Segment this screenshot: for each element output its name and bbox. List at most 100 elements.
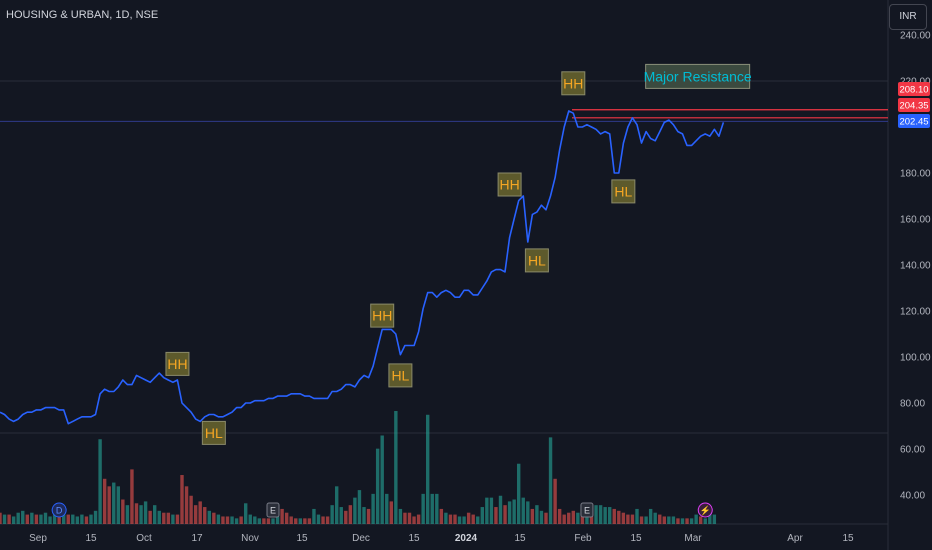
volume-bar bbox=[11, 516, 16, 524]
x-tick-label: 2024 bbox=[455, 533, 478, 544]
volume-bar bbox=[48, 516, 52, 524]
volume-bar bbox=[207, 510, 211, 524]
svg-text:HL: HL bbox=[391, 367, 409, 383]
volume-bar bbox=[362, 507, 366, 524]
svg-text:HH: HH bbox=[372, 308, 392, 324]
x-tick-label: Apr bbox=[787, 533, 803, 544]
volume-bar bbox=[680, 518, 685, 524]
volume-bar bbox=[503, 505, 507, 524]
x-tick-label: Dec bbox=[352, 533, 370, 544]
volume-bar bbox=[703, 518, 707, 524]
volume-bar bbox=[398, 508, 403, 524]
higher-high-label: HH bbox=[561, 71, 586, 96]
svg-text:HH: HH bbox=[563, 75, 583, 91]
x-tick-label: Oct bbox=[136, 533, 152, 544]
volume-bar bbox=[435, 493, 439, 524]
volume-bar bbox=[16, 512, 20, 524]
higher-high-label: HH bbox=[370, 303, 395, 328]
volume-bar bbox=[594, 505, 598, 524]
volume-bar bbox=[139, 505, 143, 524]
volume-bar bbox=[480, 507, 484, 524]
svg-text:HL: HL bbox=[205, 425, 223, 441]
volume-bar bbox=[93, 510, 98, 524]
volume-bar bbox=[548, 437, 553, 524]
volume-bar bbox=[175, 514, 180, 524]
volume-bar bbox=[371, 493, 375, 524]
volume-bar bbox=[162, 512, 166, 524]
volume-bar bbox=[84, 516, 89, 524]
volume-bar bbox=[375, 448, 380, 524]
volume-bar bbox=[621, 512, 626, 524]
volume-bar bbox=[403, 512, 407, 524]
volume-bar bbox=[571, 510, 575, 524]
volume-bar bbox=[394, 411, 398, 524]
y-tick-label: 180.00 bbox=[900, 169, 931, 180]
volume-bar bbox=[553, 478, 557, 524]
volume-bar bbox=[357, 490, 362, 524]
volume-bar bbox=[184, 486, 189, 524]
volume-bar bbox=[426, 414, 430, 524]
volume-bar bbox=[635, 508, 639, 524]
x-tick-label: Mar bbox=[684, 533, 702, 544]
volume-bar bbox=[239, 516, 243, 524]
event-marker: E bbox=[266, 502, 280, 518]
volume-bar bbox=[466, 512, 471, 524]
y-tick-label: 140.00 bbox=[900, 261, 931, 272]
x-tick-label: 15 bbox=[296, 533, 308, 544]
y-tick-label: 240.00 bbox=[900, 31, 931, 42]
volume-bar bbox=[644, 516, 648, 524]
volume-bar bbox=[102, 478, 107, 524]
volume-bar bbox=[253, 516, 257, 524]
volume-bar bbox=[489, 497, 494, 524]
y-tick-label: 80.00 bbox=[900, 399, 925, 410]
higher-high-label: HH bbox=[165, 351, 190, 376]
volume-bar bbox=[557, 508, 562, 524]
volume-bar bbox=[462, 516, 466, 524]
volume-bar bbox=[166, 512, 171, 524]
volume-bar bbox=[567, 512, 571, 524]
volume-bar bbox=[34, 514, 39, 524]
volume-bar bbox=[157, 510, 161, 524]
price-tag: 208.10 bbox=[898, 82, 930, 96]
volume-bar bbox=[339, 507, 343, 524]
volume-bar bbox=[30, 512, 34, 524]
y-tick-label: 40.00 bbox=[900, 491, 925, 502]
volume-bar bbox=[507, 501, 512, 524]
volume-bar bbox=[171, 514, 175, 524]
volume-bar bbox=[294, 518, 298, 524]
volume-bar bbox=[153, 505, 157, 524]
volume-bar bbox=[62, 514, 66, 524]
volume-bar bbox=[98, 439, 102, 524]
volume-bar bbox=[348, 505, 353, 524]
svg-text:HH: HH bbox=[499, 177, 519, 193]
volume-bar bbox=[257, 518, 262, 524]
svg-text:208.10: 208.10 bbox=[899, 85, 928, 96]
volume-bar bbox=[25, 514, 29, 524]
currency-button[interactable]: INR bbox=[889, 4, 927, 30]
volume-bar bbox=[212, 512, 216, 524]
x-tick-label: 15 bbox=[408, 533, 420, 544]
volume-bar bbox=[658, 514, 662, 524]
volume-bar bbox=[448, 514, 453, 524]
volume-bar bbox=[316, 514, 321, 524]
volume-bar bbox=[307, 518, 312, 524]
volume-bar bbox=[2, 514, 7, 524]
x-tick-label: 17 bbox=[191, 533, 203, 544]
volume-bar bbox=[608, 507, 612, 524]
volume-bar bbox=[266, 518, 271, 524]
volume-bar bbox=[598, 505, 603, 524]
volume-bar bbox=[107, 486, 111, 524]
volume-bar bbox=[143, 501, 148, 524]
volume-bar bbox=[248, 514, 252, 524]
x-tick-label: Feb bbox=[574, 533, 592, 544]
volume-bar bbox=[653, 512, 657, 524]
volume-bar bbox=[471, 514, 475, 524]
volume-bar bbox=[43, 512, 48, 524]
volume-bar bbox=[234, 518, 239, 524]
volume-bar bbox=[689, 518, 694, 524]
svg-text:E: E bbox=[584, 506, 590, 516]
volume-bar bbox=[639, 516, 644, 524]
svg-text:D: D bbox=[56, 506, 63, 516]
volume-bar bbox=[193, 505, 198, 524]
